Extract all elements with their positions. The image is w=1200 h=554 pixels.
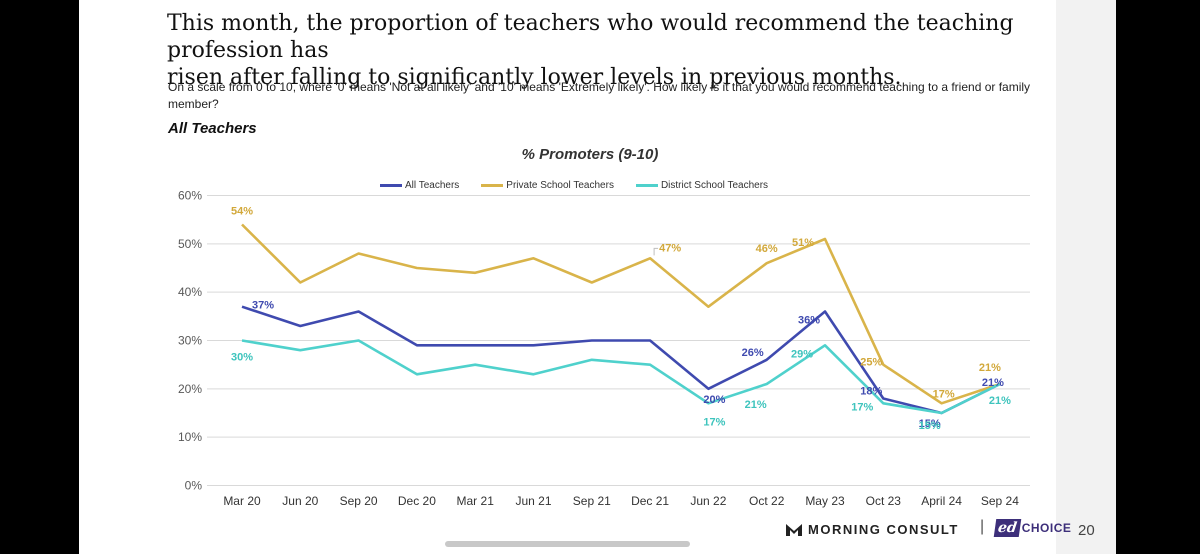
- data-label-all: 20%: [703, 394, 725, 406]
- data-label-all: 18%: [860, 386, 882, 398]
- x-tick-label: Mar 21: [457, 494, 495, 508]
- y-tick-label: 50%: [178, 237, 202, 251]
- series-line-all: [241, 305, 1001, 415]
- slide: [79, 0, 1116, 554]
- x-tick-label: Dec 21: [631, 494, 669, 508]
- data-label-district: 21%: [745, 399, 767, 411]
- x-tick-label: Sep 20: [340, 494, 378, 508]
- data-label-private: 25%: [860, 357, 882, 369]
- edchoice-choice-text: CHOICE: [1021, 521, 1072, 535]
- morning-consult-text: MORNING CONSULT: [808, 521, 959, 537]
- data-label-all: 15%: [919, 418, 941, 430]
- edchoice-logo: ed CHOICE: [993, 517, 1072, 539]
- data-label-private: 46%: [756, 243, 778, 255]
- chart-title: % Promoters (9-10): [521, 146, 659, 163]
- data-label-district: 21%: [989, 395, 1011, 407]
- legend-label-private: Private School Teachers: [506, 179, 614, 191]
- legend-swatch-district: [635, 183, 658, 187]
- data-label-all: 36%: [798, 315, 820, 327]
- x-tick-label: Oct 22: [749, 494, 785, 508]
- x-tick-label: Jun 21: [515, 494, 551, 508]
- x-tick-label: May 23: [805, 494, 845, 508]
- y-tick-label: 60%: [178, 189, 202, 203]
- y-tick-label: 10%: [178, 430, 202, 444]
- data-label-district: 17%: [703, 416, 725, 428]
- page-number: 20: [1078, 522, 1095, 539]
- x-tick-label: Sep 21: [573, 494, 611, 508]
- y-tick-label: 20%: [178, 382, 202, 396]
- morning-consult-brand: MORNING CONSULT: [786, 519, 959, 539]
- morning-consult-logo-icon: [786, 524, 802, 536]
- data-label-private: 54%: [231, 206, 253, 218]
- side-panel: [1056, 0, 1116, 554]
- data-label-all: 37%: [252, 300, 274, 312]
- x-tick-label: Oct 23: [866, 494, 902, 508]
- series-line-district: [241, 339, 1001, 415]
- y-tick-label: 40%: [178, 285, 202, 299]
- chart-legend: All Teachers Private School Teachers Dis…: [380, 178, 768, 192]
- x-tick-label: Jun 20: [282, 494, 318, 508]
- data-label-all: 26%: [742, 347, 764, 359]
- data-label-district: 17%: [851, 401, 873, 413]
- label-leader-line: [653, 247, 659, 256]
- x-tick-label: Jun 22: [690, 494, 726, 508]
- edchoice-ed-mark: ed: [993, 519, 1021, 537]
- x-tick-label: April 24: [921, 494, 962, 508]
- horizontal-scrollbar[interactable]: [445, 541, 690, 547]
- legend-label-district: District School Teachers: [660, 179, 769, 191]
- x-tick-label: Sep 24: [981, 494, 1019, 508]
- data-label-private: 47%: [659, 242, 681, 254]
- x-tick-label: Mar 20: [223, 494, 261, 508]
- legend-swatch-all: [380, 183, 402, 187]
- series-line-private: [241, 223, 1001, 405]
- y-tick-label: 0%: [185, 479, 203, 493]
- data-label-private: 21%: [979, 362, 1001, 374]
- legend-item-all: All Teachers: [380, 180, 459, 191]
- x-tick-label: Dec 20: [398, 494, 436, 508]
- brand-separator: |: [980, 518, 985, 535]
- data-label-district: 15%: [919, 420, 941, 432]
- y-tick-label: 30%: [178, 334, 202, 348]
- legend-swatch-private: [481, 183, 504, 187]
- legend-item-district: District School Teachers: [635, 179, 769, 191]
- survey-question: On a scale from 0 to 10, where '0' means…: [168, 80, 1031, 111]
- data-label-all: 21%: [982, 377, 1004, 389]
- legend-label-all: All Teachers: [405, 179, 460, 191]
- subgroup-label: All Teachers: [168, 120, 257, 137]
- headline: This month, the proportion of teachers w…: [167, 11, 1014, 90]
- data-label-private: 17%: [933, 388, 955, 400]
- legend-item-private: Private School Teachers: [481, 180, 614, 191]
- data-label-district: 30%: [231, 352, 253, 364]
- data-label-district: 29%: [791, 348, 813, 360]
- data-label-private: 51%: [792, 237, 814, 249]
